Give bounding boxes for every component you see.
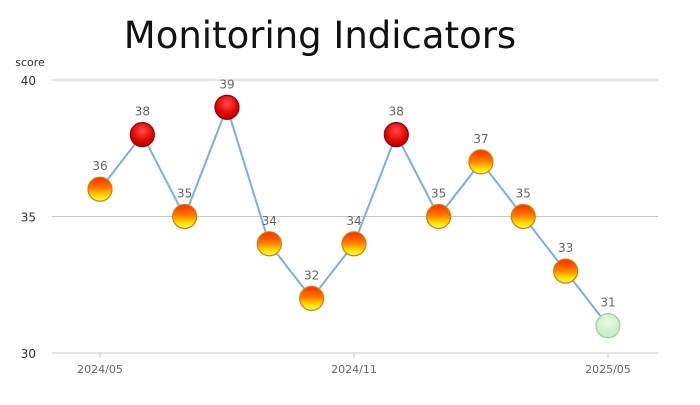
data-point: [299, 285, 325, 311]
data-point: [426, 203, 452, 230]
data-point: [341, 231, 367, 257]
y-tick-label: 40: [21, 74, 36, 88]
y-tick-label: 35: [21, 211, 36, 225]
data-point: [383, 122, 409, 148]
data-label: 35: [177, 187, 192, 201]
x-tick-label: 2024/05: [77, 363, 123, 376]
x-tick-label: 2025/05: [585, 363, 631, 376]
data-label: 34: [262, 214, 277, 228]
data-label: 31: [600, 296, 615, 310]
y-axis-label: score: [15, 56, 45, 69]
data-label: 39: [219, 77, 234, 91]
data-label: 32: [304, 268, 319, 282]
data-label: 38: [135, 105, 150, 119]
data-label: 35: [516, 187, 531, 201]
data-point: [468, 149, 494, 175]
data-label: 37: [473, 132, 488, 146]
data-point: [256, 231, 282, 257]
data-point: [214, 94, 240, 120]
data-point: [129, 122, 155, 148]
data-point: [595, 313, 621, 339]
data-label: 34: [346, 214, 361, 228]
data-point: [87, 176, 113, 202]
data-point: [172, 203, 198, 230]
data-label: 33: [558, 241, 573, 255]
x-tick-label: 2024/11: [331, 363, 377, 376]
data-label: 35: [431, 187, 446, 201]
data-label: 38: [389, 105, 404, 119]
data-point: [510, 203, 536, 230]
data-point: [553, 258, 579, 284]
chart-title: Monitoring Indicators: [123, 14, 517, 57]
data-label: 36: [92, 159, 107, 173]
y-tick-label: 30: [21, 347, 36, 361]
